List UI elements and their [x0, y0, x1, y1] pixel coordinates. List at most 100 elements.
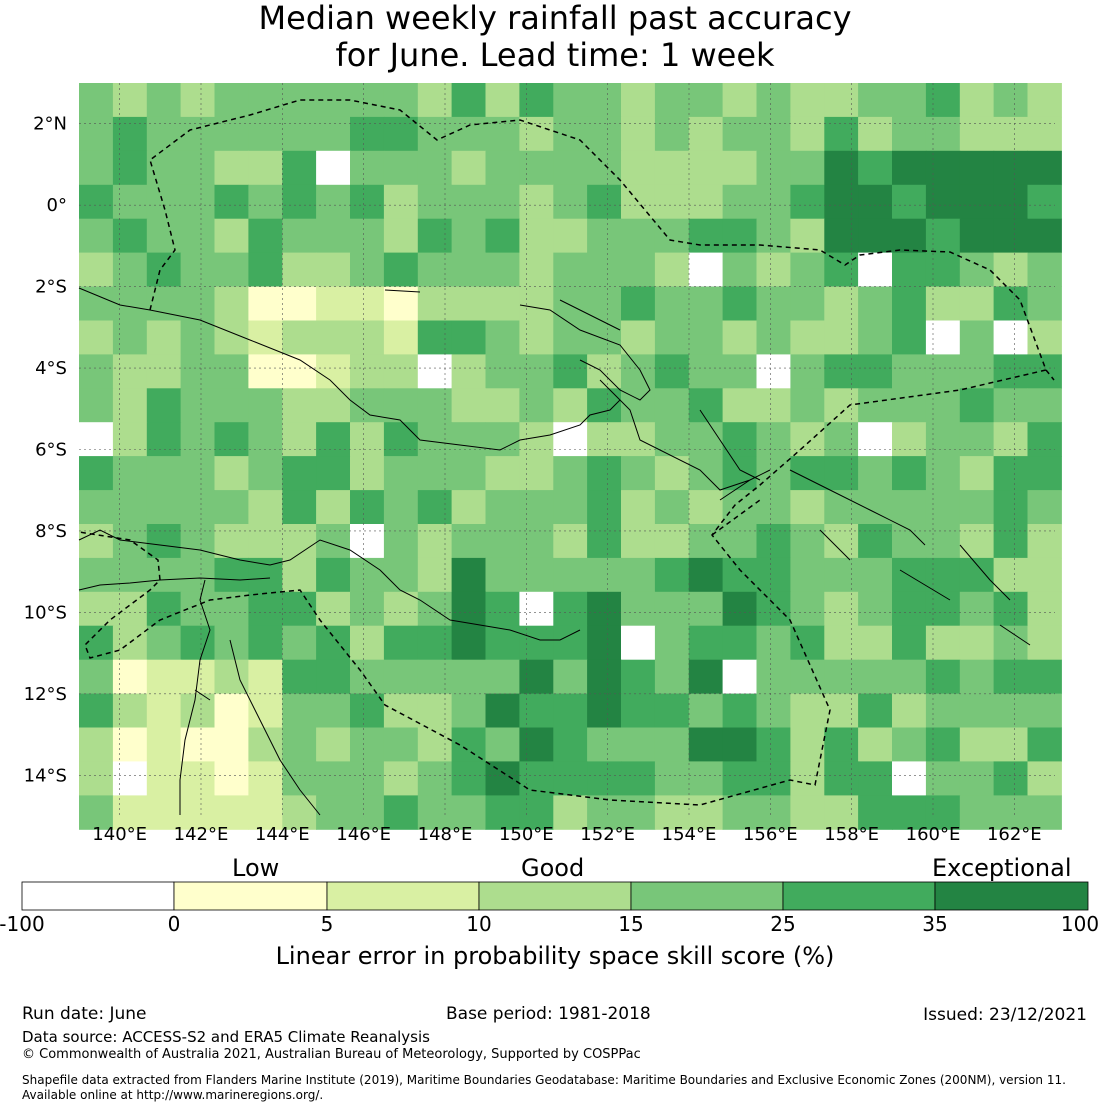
colorbar-label: Linear error in probability space skill …	[275, 942, 835, 970]
grid-cell	[1027, 184, 1062, 220]
grid-cell	[146, 150, 182, 186]
grid-cell	[892, 184, 927, 220]
grid-cell	[621, 83, 656, 118]
grid-cell	[214, 388, 249, 423]
grid-cell	[654, 150, 690, 186]
grid-cell	[621, 727, 656, 762]
grid-cell	[112, 456, 148, 491]
australia-coast	[78, 577, 321, 816]
grid-cell	[79, 727, 114, 762]
grid-cell	[79, 659, 114, 695]
grid-cell	[417, 320, 453, 355]
grid-cell	[587, 83, 622, 118]
grid-cell	[959, 490, 995, 525]
grid-cell	[587, 354, 622, 389]
grid-cell	[282, 388, 317, 423]
grid-cell	[519, 83, 554, 118]
colorbar-tick: -100	[0, 912, 45, 936]
grid-cell	[553, 286, 588, 321]
grid-cell	[925, 218, 961, 254]
manus-island	[384, 289, 421, 293]
grid-cell	[892, 286, 927, 321]
grid-cell	[248, 490, 283, 525]
grid-cell	[892, 456, 927, 491]
grid-cell	[316, 456, 351, 491]
grid-cell	[350, 727, 385, 762]
grid-cell	[180, 116, 215, 152]
colorbar-segment	[21, 881, 175, 911]
grid-cell	[519, 252, 554, 287]
grid-cell	[892, 252, 927, 287]
grid-cell	[79, 184, 114, 220]
grid-cell	[722, 320, 757, 355]
grid-cell	[959, 727, 995, 762]
grid-cell	[146, 524, 182, 559]
grid-cell	[282, 184, 317, 220]
grid-cell	[146, 320, 182, 355]
grid-cell	[587, 456, 622, 491]
grid-cell	[248, 761, 283, 796]
grid-cell	[1027, 83, 1062, 118]
grid-cell	[553, 591, 588, 627]
grid-cell	[214, 218, 249, 254]
grid-cell	[993, 252, 1028, 287]
grid-cell	[654, 456, 690, 491]
grid-cell	[824, 218, 859, 254]
grid-cell	[993, 456, 1028, 491]
grid-cell	[485, 116, 520, 152]
grid-cell	[485, 693, 520, 728]
grid-cell	[485, 252, 520, 287]
skill-score-grid	[79, 83, 1062, 830]
colorbar-segment	[782, 881, 936, 911]
grid-cell	[180, 456, 215, 491]
grid-cell	[417, 286, 453, 321]
grid-cell	[282, 252, 317, 287]
grid-cell	[925, 557, 961, 593]
graticule	[79, 83, 1055, 816]
grid-cell	[959, 557, 995, 593]
grid-cell	[214, 422, 249, 457]
base-period: Base period: 1981-2018	[446, 1004, 651, 1024]
latitude-tick-label: 2°N	[33, 114, 67, 135]
shapefile-credit: Shapefile data extracted from Flanders M…	[22, 1073, 1066, 1087]
grid-cell	[485, 761, 520, 796]
grid-cell	[79, 252, 114, 287]
grid-cell	[519, 286, 554, 321]
grid-cell	[1027, 388, 1062, 423]
grid-cell	[383, 354, 419, 389]
grid-cell	[553, 659, 588, 695]
new-britain-coast	[519, 304, 651, 401]
grid-cell	[485, 354, 520, 389]
grid-cell	[621, 659, 656, 695]
grid-cell	[959, 524, 995, 559]
grid-cell	[993, 659, 1028, 695]
grid-cell	[959, 218, 995, 254]
grid-cell	[722, 456, 757, 491]
grid-cell	[417, 727, 453, 762]
grid-cell	[282, 422, 317, 457]
grid-cell	[959, 795, 995, 830]
grid-cell	[180, 83, 215, 118]
grid-cell	[350, 354, 385, 389]
grid-cell	[316, 218, 351, 254]
grid-cell	[756, 693, 791, 728]
grid-cell	[316, 795, 351, 830]
grid-cell	[654, 625, 690, 661]
grid-cell	[146, 184, 182, 220]
grid-cell	[316, 116, 351, 152]
grid-cell	[146, 591, 182, 627]
grid-cell	[350, 524, 385, 559]
grid-cell	[621, 795, 656, 830]
data-source: Data source: ACCESS-S2 and ERA5 Climate …	[22, 1028, 430, 1046]
grid-cell	[79, 625, 114, 661]
grid-cell	[146, 557, 182, 593]
grid-cell	[858, 490, 893, 525]
grid-cell	[756, 490, 791, 525]
grid-cell	[858, 557, 893, 593]
grid-cell	[553, 354, 588, 389]
grid-cell	[858, 252, 893, 287]
grid-cell	[451, 693, 486, 728]
longitude-tick-label: 150°E	[499, 824, 554, 845]
grid-cell	[892, 320, 927, 355]
grid-cell	[587, 761, 622, 796]
